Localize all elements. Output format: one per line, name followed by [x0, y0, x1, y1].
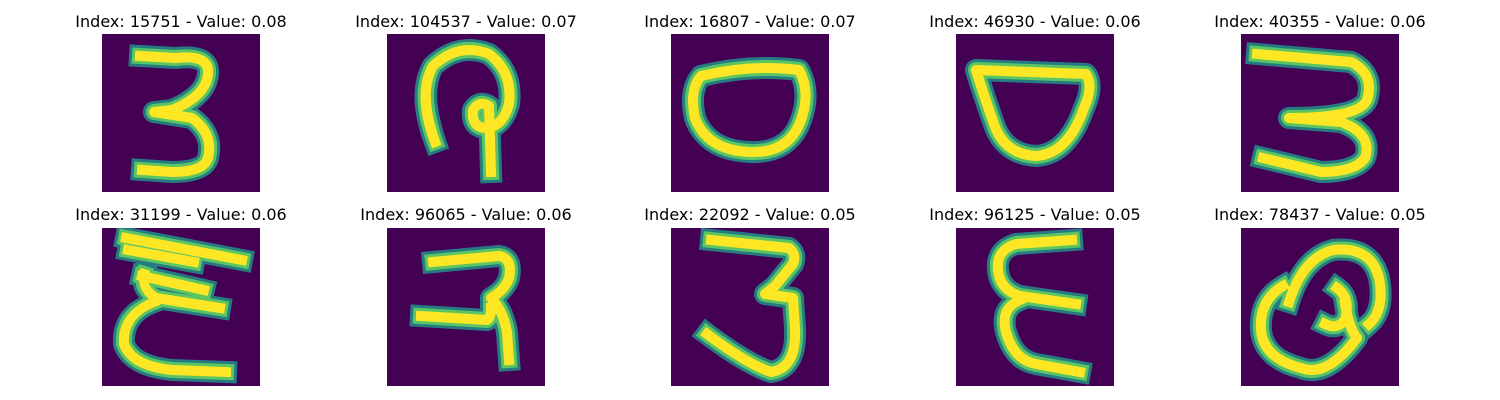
- panel-6: Index: 31199 - Value: 0.06: [75, 205, 287, 386]
- panel-title: Index: 31199 - Value: 0.06: [75, 205, 286, 224]
- panel-title: Index: 40355 - Value: 0.06: [1214, 12, 1425, 31]
- panel-title: Index: 96125 - Value: 0.05: [929, 205, 1140, 224]
- panel-title: Index: 104537 - Value: 0.07: [355, 12, 577, 31]
- glyph-stroke: [688, 63, 811, 158]
- panel-4: Index: 46930 - Value: 0.06: [929, 12, 1141, 192]
- glyph-stroke: [700, 234, 801, 377]
- glyph-stroke: [1255, 244, 1386, 375]
- glyph-stroke: [118, 232, 248, 378]
- panel-title: Index: 15751 - Value: 0.08: [75, 12, 286, 31]
- panel-title: Index: 22092 - Value: 0.05: [644, 205, 855, 224]
- glyph-stroke: [1251, 48, 1374, 177]
- panel-2: Index: 104537 - Value: 0.07: [355, 12, 577, 192]
- panel-3: Index: 16807 - Value: 0.07: [644, 12, 856, 192]
- panel-1: Index: 15751 - Value: 0.08: [75, 12, 287, 192]
- panel-8: Index: 22092 - Value: 0.05: [644, 205, 856, 386]
- glyph-stroke: [992, 234, 1086, 378]
- panel-title: Index: 78437 - Value: 0.05: [1214, 205, 1425, 224]
- glyph-stroke: [134, 50, 215, 177]
- panel-9: Index: 96125 - Value: 0.05: [929, 205, 1141, 386]
- glyph-stroke: [971, 65, 1095, 161]
- panel-7: Index: 96065 - Value: 0.06: [360, 205, 572, 386]
- panel-5: Index: 40355 - Value: 0.06: [1214, 12, 1426, 192]
- panel-10: Index: 78437 - Value: 0.05: [1214, 205, 1426, 386]
- glyph-stroke: [420, 45, 515, 178]
- panel-title: Index: 16807 - Value: 0.07: [644, 12, 855, 31]
- glyph-stroke: [415, 251, 515, 366]
- panel-title: Index: 96065 - Value: 0.06: [360, 205, 571, 224]
- panel-title: Index: 46930 - Value: 0.06: [929, 12, 1140, 31]
